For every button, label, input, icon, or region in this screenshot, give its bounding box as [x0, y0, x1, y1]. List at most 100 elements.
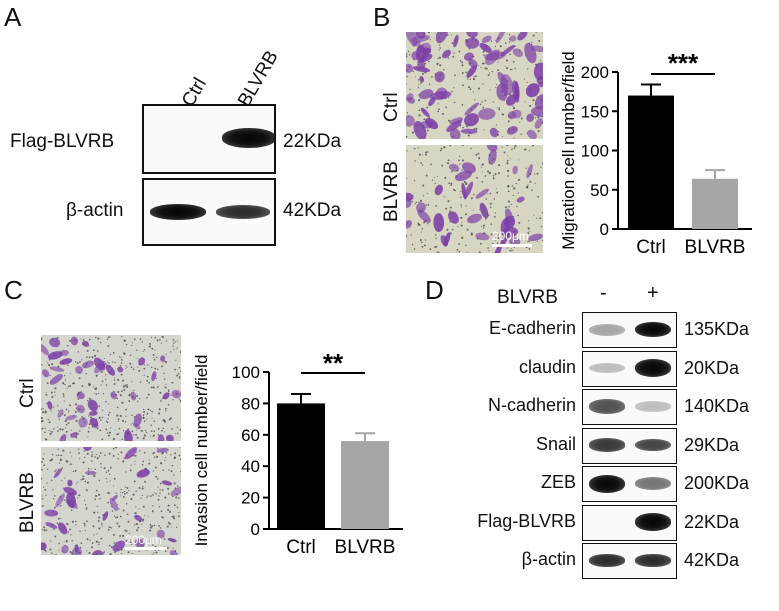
pore-dot	[489, 72, 491, 74]
pore-dot	[134, 460, 136, 462]
pore-dot	[460, 206, 462, 208]
pore-dot	[56, 454, 58, 457]
pore-dot	[406, 135, 408, 138]
pore-dot	[131, 552, 133, 555]
stained-cell	[162, 392, 170, 400]
pore-dot	[51, 363, 54, 366]
pore-dot	[159, 482, 162, 485]
pore-dot	[507, 200, 510, 203]
stained-cell	[160, 355, 166, 362]
pore-dot	[100, 466, 103, 468]
pore-dot	[143, 434, 146, 437]
pore-dot	[123, 493, 126, 495]
pore-dot	[106, 432, 109, 434]
bar-ctrl	[277, 403, 325, 529]
pore-dot	[429, 248, 432, 251]
pore-dot	[116, 516, 119, 519]
pore-dot	[105, 477, 107, 480]
pore-dot	[492, 177, 495, 180]
pore-dot	[88, 423, 91, 426]
stained-cell	[63, 486, 78, 496]
pore-dot	[464, 213, 467, 216]
stained-cell	[88, 410, 98, 416]
pore-dot	[124, 486, 127, 488]
pore-dot	[128, 532, 130, 534]
pore-dot	[133, 480, 136, 483]
pore-dot	[427, 204, 430, 206]
pore-dot	[528, 240, 530, 243]
pore-dot	[159, 489, 161, 491]
pore-dot	[69, 528, 72, 531]
pore-dot	[129, 362, 132, 365]
stained-cell	[506, 126, 518, 135]
pore-dot	[55, 553, 58, 555]
pore-dot	[123, 352, 125, 354]
stained-cell	[525, 83, 540, 98]
pore-dot	[67, 422, 70, 425]
stained-cell	[512, 48, 524, 58]
pore-dot	[173, 517, 176, 520]
pore-dot	[435, 245, 438, 248]
pore-dot	[152, 386, 154, 388]
pore-dot	[122, 379, 125, 382]
pore-dot	[411, 200, 414, 203]
pore-dot	[176, 485, 179, 487]
pore-dot	[541, 239, 543, 241]
pore-dot	[102, 393, 105, 395]
pore-dot	[461, 145, 464, 147]
y-tick-label: 40	[241, 457, 260, 476]
pore-dot	[153, 552, 155, 554]
pore-dot	[50, 410, 52, 412]
pore-dot	[119, 414, 122, 418]
pore-dot	[77, 497, 79, 499]
pore-dot	[64, 375, 66, 377]
pore-dot	[150, 430, 153, 432]
pore-dot	[49, 374, 51, 376]
band	[635, 321, 671, 338]
pore-dot	[130, 498, 133, 501]
stained-cell	[66, 492, 76, 508]
pore-dot	[112, 437, 116, 441]
pore-dot	[165, 451, 168, 454]
pore-dot	[436, 175, 438, 178]
pore-dot	[508, 205, 510, 208]
pore-dot	[151, 367, 153, 369]
pore-dot	[482, 83, 484, 85]
pore-dot	[490, 233, 493, 236]
pore-dot	[481, 163, 484, 166]
significance-label: ***	[668, 48, 699, 78]
pore-dot	[41, 505, 44, 507]
micrograph-invasion-blvrb: 200μm	[41, 447, 181, 555]
pore-dot	[103, 467, 106, 470]
pore-dot	[106, 421, 109, 424]
pore-dot	[147, 495, 149, 497]
pore-dot	[86, 356, 88, 358]
pore-dot	[138, 550, 140, 552]
pore-dot	[111, 510, 114, 512]
pore-dot	[65, 408, 68, 411]
pore-dot	[88, 551, 91, 554]
pore-dot	[120, 390, 123, 393]
pore-dot	[457, 225, 459, 227]
pore-dot	[99, 429, 102, 432]
stained-cell	[112, 540, 125, 552]
pore-dot	[117, 390, 120, 393]
pore-dot	[43, 529, 46, 532]
pore-dot	[96, 533, 98, 535]
pore-dot	[83, 524, 86, 527]
pore-dot	[97, 392, 100, 394]
stained-cell	[534, 94, 543, 110]
pore-dot	[110, 546, 113, 548]
pore-dot	[498, 107, 500, 109]
pore-dot	[49, 460, 51, 462]
pore-dot	[49, 432, 52, 436]
pore-dot	[131, 380, 133, 382]
pore-dot	[517, 214, 519, 217]
stained-cell	[76, 392, 85, 400]
pore-dot	[147, 515, 149, 517]
pore-dot	[116, 433, 118, 436]
pore-dot	[537, 195, 540, 198]
stained-cell	[102, 511, 109, 521]
pore-dot	[537, 116, 540, 119]
